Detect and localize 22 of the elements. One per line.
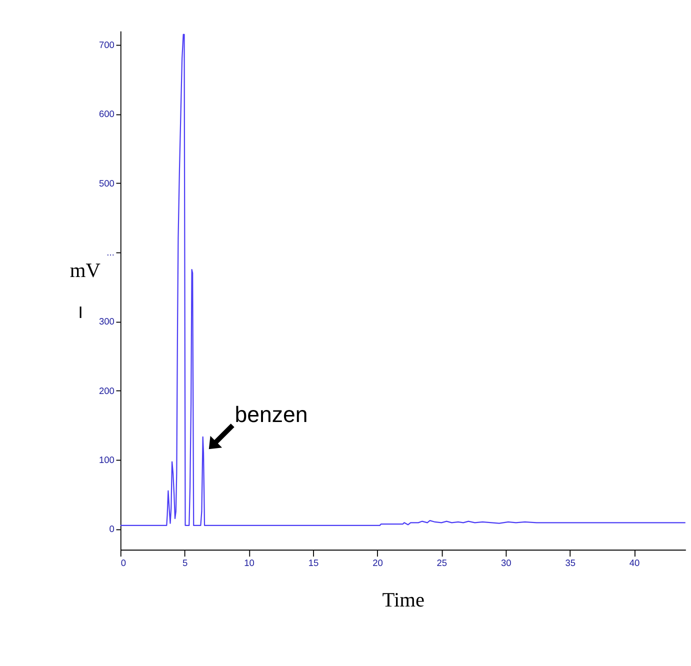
y-tick-label: 200	[98, 386, 114, 396]
y-tick-label: 700	[98, 40, 114, 50]
x-tick-label: 30	[500, 558, 512, 568]
x-tick-label: 15	[308, 558, 319, 568]
y-tick-label: 100	[98, 454, 114, 465]
x-tick-label: 35	[565, 558, 576, 568]
x-tick-label: 40	[629, 558, 640, 568]
text: I	[78, 303, 83, 322]
x-axis-title: Time	[382, 590, 425, 612]
y-tick-label: ...	[106, 247, 114, 258]
x-tick-label: 0	[120, 558, 126, 568]
x-tick-label: 5	[182, 558, 188, 568]
x-tick-label: 25	[436, 558, 448, 568]
y-tick-label: 600	[98, 109, 114, 120]
x-tick-label: 20	[372, 558, 383, 568]
y-tick-label: 500	[98, 178, 114, 188]
y-tick-label: 300	[98, 316, 114, 327]
line-series	[120, 34, 686, 526]
y-tick-label: 0	[109, 524, 114, 534]
y-axis-title: mV	[70, 260, 101, 282]
annotation: benzen	[234, 402, 308, 428]
x-tick-label: 10	[244, 558, 254, 568]
